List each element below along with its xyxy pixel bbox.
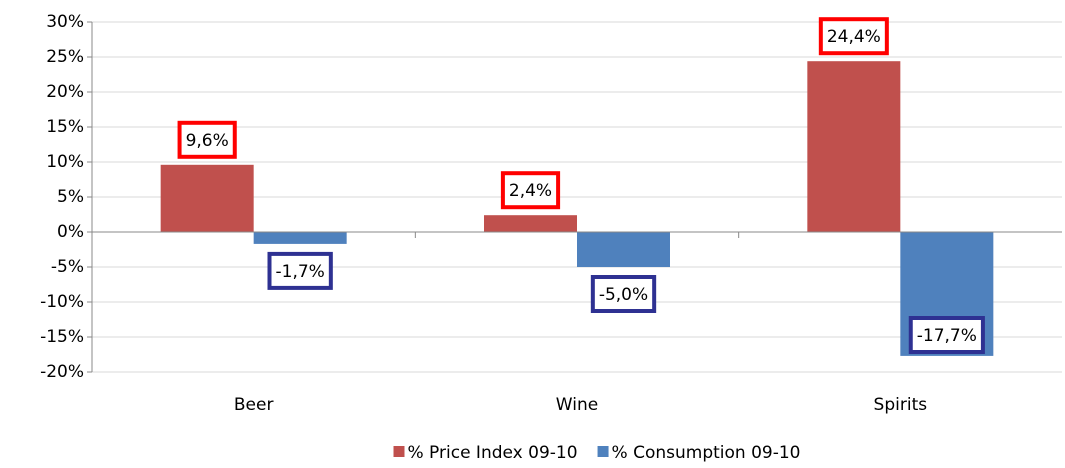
value-label-box <box>590 275 657 313</box>
legend-swatch <box>597 446 609 457</box>
y-tick-label: 25% <box>46 47 84 67</box>
y-tick-label: -10% <box>40 292 84 312</box>
y-tick-label: 20% <box>46 82 84 102</box>
legend-swatch <box>393 446 405 457</box>
x-tick-label: Spirits <box>874 395 928 415</box>
bar <box>807 61 901 233</box>
y-tick-label: 0% <box>57 222 84 242</box>
value-label-box <box>500 171 561 210</box>
value-label: 24,4% <box>827 27 881 47</box>
value-label-box <box>908 316 985 354</box>
bar <box>484 215 577 232</box>
y-tick-label: 10% <box>46 152 84 172</box>
x-tick-label: Wine <box>556 395 598 415</box>
y-tick-label: -20% <box>40 362 84 382</box>
value-label: -1,7% <box>276 262 325 282</box>
y-tick-label: 5% <box>57 187 84 207</box>
legend-label: % Price Index 09-10 <box>408 443 578 463</box>
y-tick-label: -15% <box>40 327 84 347</box>
y-tick-label: 30% <box>46 12 84 32</box>
bar <box>253 232 347 244</box>
value-label: 9,6% <box>186 131 229 151</box>
bar <box>577 232 670 267</box>
legend-label: % Consumption 09-10 <box>612 443 801 463</box>
x-tick-label: Beer <box>234 395 274 415</box>
bar <box>160 164 254 232</box>
value-label: -17,7% <box>917 326 977 346</box>
y-tick-label: -5% <box>51 257 84 277</box>
value-label-box <box>177 120 237 159</box>
value-label: -5,0% <box>599 285 648 305</box>
y-tick-label: 15% <box>46 117 84 137</box>
value-label: 2,4% <box>509 181 552 201</box>
value-label-box <box>267 251 333 290</box>
value-label-box <box>818 17 889 56</box>
